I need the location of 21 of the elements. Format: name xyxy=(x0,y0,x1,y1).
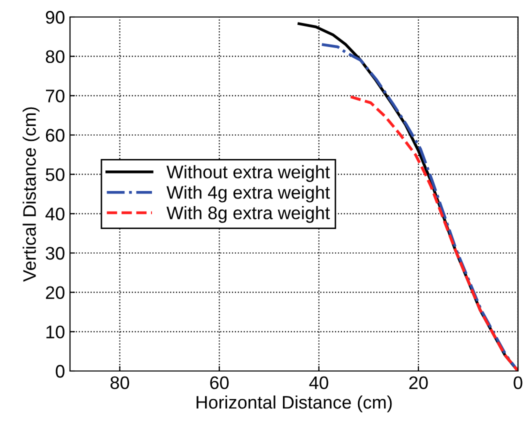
y-tick-label: 60 xyxy=(46,128,64,142)
x-tick-label: 80 xyxy=(110,376,130,390)
x-tick-label: 40 xyxy=(309,376,328,390)
y-tick-label: 90 xyxy=(46,10,64,24)
y-tick-label: 70 xyxy=(46,90,64,102)
y-tick-label: 80 xyxy=(46,50,64,64)
x-tick-label: 20 xyxy=(409,376,428,390)
legend-label: Without extra weight xyxy=(166,165,330,182)
line-series xyxy=(349,95,518,371)
legend-label: With 8g extra weight xyxy=(166,206,330,223)
y-tick-label: 0 xyxy=(56,364,64,378)
x-tick-label: 0 xyxy=(514,376,522,390)
y-tick-label: 40 xyxy=(45,208,64,220)
x-tick-label: 60 xyxy=(210,376,229,390)
y-axis-title: Vertical Distance (cm) xyxy=(22,107,40,282)
x-axis-title: Horizontal Distance (cm) xyxy=(196,395,392,412)
y-tick-label: 50 xyxy=(46,168,64,182)
legend-label: With 4g extra weight xyxy=(166,186,330,202)
y-tick-label: 10 xyxy=(46,326,64,338)
y-tick-label: 20 xyxy=(46,286,64,300)
y-tick-label: 30 xyxy=(46,246,64,260)
